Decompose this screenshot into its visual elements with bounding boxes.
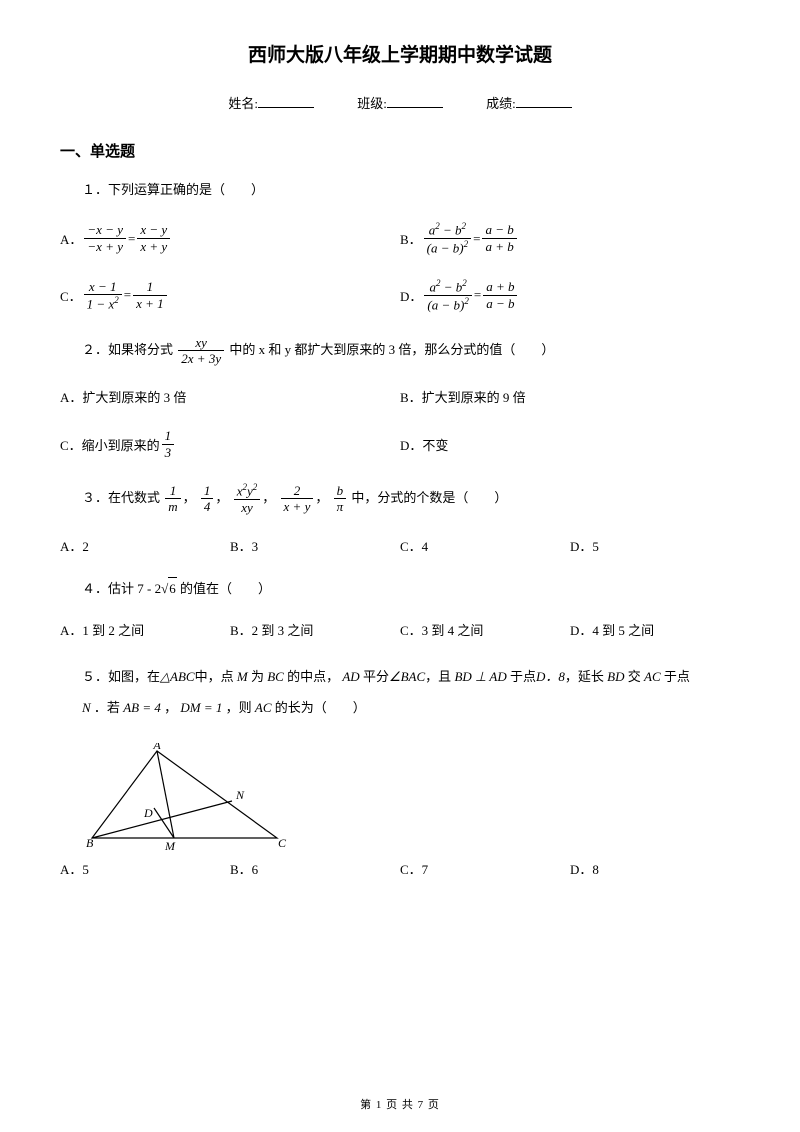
student-info-line: 姓名: 班级: 成绩:: [60, 93, 740, 112]
q4-option-c: C．3 到 4 之间: [400, 620, 570, 639]
q4-option-d: D．4 到 5 之间: [570, 620, 740, 639]
q2-option-c: C．缩小到原来的 13: [60, 428, 400, 460]
class-label: 班级:: [357, 96, 387, 111]
q3-option-d: D．5: [570, 536, 740, 555]
q3-option-a: A．2: [60, 536, 230, 555]
svg-text:M: M: [164, 839, 176, 853]
q4-options: A．1 到 2 之间 B．2 到 3 之间 C．3 到 4 之间 D．4 到 5…: [60, 620, 740, 639]
q5-option-a: A．5: [60, 859, 230, 878]
q2-options-row2: C．缩小到原来的 13 D．不变: [60, 428, 740, 460]
question-4: ４．估计 7 - 26 的值在（ ）: [60, 577, 740, 600]
q1-options-row1: A． −x − y−x + y = x − yx + y B． a2 − b2(…: [60, 221, 740, 256]
svg-text:A: A: [152, 743, 161, 752]
name-blank[interactable]: [258, 107, 314, 108]
score-label: 成绩:: [486, 96, 516, 111]
q5-option-d: D．8: [570, 859, 740, 878]
q3-option-b: B．3: [230, 536, 400, 555]
question-2: ２．如果将分式 xy2x + 3y 中的 x 和 y 都扩大到原来的 3 倍，那…: [60, 335, 740, 367]
q5-figure: A B C D M N: [82, 743, 302, 853]
q1-options-row2: C． x − 11 − x2 = 1x + 1 D． a2 − b2(a − b…: [60, 278, 740, 313]
q5-option-c: C．7: [400, 859, 570, 878]
page-footer: 第 1 页 共 7 页: [0, 1096, 800, 1112]
q1-option-c: C． x − 11 − x2 = 1x + 1: [60, 278, 400, 313]
q1-option-a: A． −x − y−x + y = x − yx + y: [60, 221, 400, 256]
svg-text:N: N: [235, 788, 245, 802]
question-1: １．下列运算正确的是（ ）: [60, 179, 740, 201]
q3-option-c: C．4: [400, 536, 570, 555]
q2-option-d: D．不变: [400, 428, 740, 460]
q1-option-b: B． a2 − b2(a − b)2 = a − ba + b: [400, 221, 740, 256]
svg-text:C: C: [278, 836, 287, 850]
question-5: ５．如图，在△ABC中，点 M 为 BC 的中点， AD 平分∠BAC，且 BD…: [60, 661, 740, 723]
q1-option-d: D． a2 − b2(a − b)2 = a + ba − b: [400, 278, 740, 313]
q4-option-a: A．1 到 2 之间: [60, 620, 230, 639]
exam-title: 西师大版八年级上学期期中数学试题: [60, 40, 740, 67]
q2-option-b: B．扩大到原来的 9 倍: [400, 387, 740, 406]
svg-text:D: D: [143, 806, 153, 820]
q2-option-a: A．扩大到原来的 3 倍: [60, 387, 400, 406]
svg-text:B: B: [86, 836, 94, 850]
question-3: ３．在代数式 1m， 14， x2y2xy， 2x + y， bπ 中，分式的个…: [60, 482, 740, 516]
q3-options: A．2 B．3 C．4 D．5: [60, 536, 740, 555]
class-blank[interactable]: [387, 107, 443, 108]
q5-option-b: B．6: [230, 859, 400, 878]
section-heading: 一、单选题: [60, 140, 740, 161]
q5-options: A．5 B．6 C．7 D．8: [60, 859, 740, 878]
score-blank[interactable]: [516, 107, 572, 108]
q2-options-row1: A．扩大到原来的 3 倍 B．扩大到原来的 9 倍: [60, 387, 740, 406]
q4-option-b: B．2 到 3 之间: [230, 620, 400, 639]
name-label: 姓名:: [228, 96, 258, 111]
